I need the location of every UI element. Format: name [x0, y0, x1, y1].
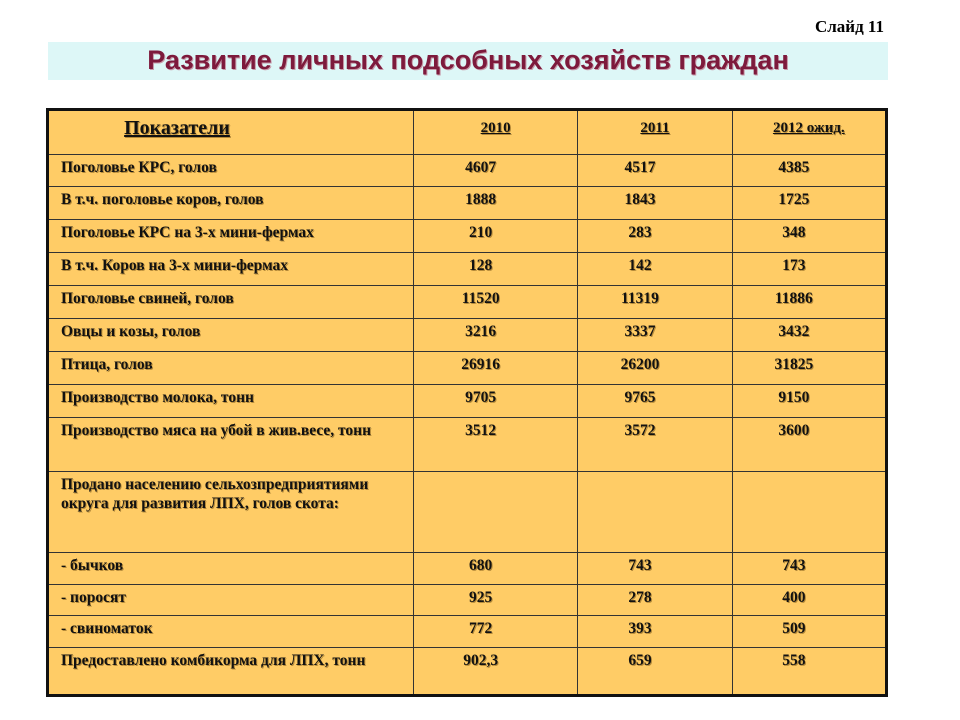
cell — [731, 471, 888, 553]
cell: 210 — [413, 219, 579, 253]
cell: 902,3 — [413, 647, 579, 696]
cell: 3512 — [413, 417, 579, 472]
cell: 9705 — [413, 384, 579, 418]
table-row: Производство мяса на убой в жив.весе, то… — [46, 417, 888, 472]
table-row: Птица, голов 26916 26200 31825 — [46, 351, 888, 385]
row-label: Предоставлено комбикорма для ЛПХ, тонн — [46, 647, 415, 696]
row-label: В т.ч. поголовье коров, голов — [46, 186, 415, 220]
cell: 11319 — [577, 285, 733, 319]
cell: 9765 — [577, 384, 733, 418]
table-row: Поголовье свиней, голов 11520 11319 11886 — [46, 285, 888, 319]
cell: 31825 — [731, 351, 888, 385]
table: Показатели 2010 2011 2012 ожид. Поголовье КР… — [46, 108, 888, 697]
row-label: - поросят — [46, 584, 415, 616]
cell: 509 — [731, 615, 888, 648]
cell: 3216 — [413, 318, 579, 352]
cell — [413, 471, 579, 553]
cell: 9150 — [731, 384, 888, 418]
cell: 142 — [577, 252, 733, 286]
cell: 26200 — [577, 351, 733, 385]
cell: 925 — [413, 584, 579, 616]
table-row: Производство молока, тонн 9705 9765 9150 — [46, 384, 888, 418]
cell: 283 — [577, 219, 733, 253]
row-label: Продано населению сельхозпредприятиями о… — [46, 471, 415, 553]
title-band — [48, 42, 888, 80]
cell: 11886 — [731, 285, 888, 319]
cell: 4607 — [413, 154, 579, 187]
cell: 743 — [577, 552, 733, 585]
cell: 4517 — [577, 154, 733, 187]
table-row: В т.ч. Коров на 3-х мини-фермах 128 142 173 — [46, 252, 888, 286]
row-label: Птица, голов — [46, 351, 415, 385]
table-row: - поросят 925 278 400 — [46, 584, 888, 616]
row-label: Овцы и козы, голов — [46, 318, 415, 352]
table-row: Поголовье КРС на 3-х мини-фермах 210 283 34… — [46, 219, 888, 253]
row-label: - бычков — [46, 552, 415, 585]
header-cell: 2011 — [577, 109, 733, 155]
title: Развитие личных подсобных хозяйств гражд… — [147, 45, 789, 75]
table-row: Предоставлено комбикорма для ЛПХ, тонн 90… — [46, 647, 888, 696]
cell: 1888 — [413, 186, 579, 220]
row-label: Производство мяса на убой в жив.весе, то… — [46, 417, 415, 472]
table-row: Овцы и козы, голов 3216 3337 3432 — [46, 318, 888, 352]
slide-label: Слайд 11 — [814, 17, 884, 36]
row-label: Поголовье свиней, голов — [46, 285, 415, 319]
row-label: Производство молока, тонн — [46, 384, 415, 418]
table-row: Продано населению сельхозпредприятиями о… — [46, 471, 888, 553]
cell: 278 — [577, 584, 733, 616]
cell: 3600 — [731, 417, 888, 472]
row-label: - свиноматок — [46, 615, 415, 648]
cell: 4385 — [731, 154, 888, 187]
header-cell: 2012 ожид. — [731, 109, 888, 155]
cell: 3572 — [577, 417, 733, 472]
cell: 393 — [577, 615, 733, 648]
header-cell: 2010 — [413, 109, 579, 155]
cell: 11520 — [413, 285, 579, 319]
cell: 348 — [731, 219, 888, 253]
header-cell: Показатели — [46, 109, 415, 155]
cell: 400 — [731, 584, 888, 616]
row-label: В т.ч. Коров на 3-х мини-фермах — [46, 252, 415, 286]
table-row: Поголовье КРС, голов 4607 4517 4385 — [46, 154, 888, 187]
cell: 128 — [413, 252, 579, 286]
table-row: В т.ч. поголовье коров, голов 1888 1843 172… — [46, 186, 888, 220]
cell: 3337 — [577, 318, 733, 352]
cell: 3432 — [731, 318, 888, 352]
cell: 659 — [577, 647, 733, 696]
cell: 26916 — [413, 351, 579, 385]
cell: 173 — [731, 252, 888, 286]
cell: 558 — [731, 647, 888, 696]
header-row: Показатели 2010 2011 2012 ожид. — [46, 109, 888, 155]
row-label: Поголовье КРС на 3-х мини-фермах — [46, 219, 415, 253]
cell: 1843 — [577, 186, 733, 220]
cell: 743 — [731, 552, 888, 585]
row-label: Поголовье КРС, голов — [46, 154, 415, 187]
cell: 772 — [413, 615, 579, 648]
table-row: - свиноматок 772 393 509 — [46, 615, 888, 648]
cell: 1725 — [731, 186, 888, 220]
cell — [577, 471, 733, 553]
table-row: - бычков 680 743 743 — [46, 552, 888, 585]
cell: 680 — [413, 552, 579, 585]
